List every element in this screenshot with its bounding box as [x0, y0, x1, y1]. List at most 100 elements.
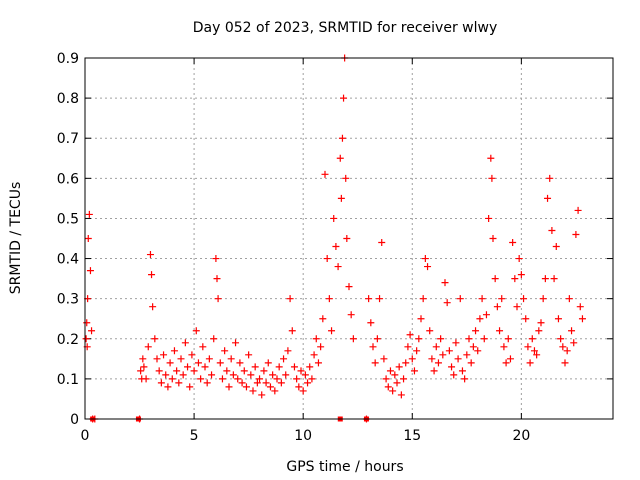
data-point — [395, 363, 403, 371]
data-point — [550, 275, 558, 283]
data-point — [304, 379, 312, 387]
data-point — [264, 359, 272, 367]
data-point — [290, 363, 298, 371]
data-point — [563, 347, 571, 355]
data-point — [297, 367, 305, 375]
data-point — [469, 343, 477, 351]
data-point — [461, 375, 469, 383]
data-point — [493, 303, 501, 311]
data-point — [565, 295, 573, 303]
data-point — [86, 267, 94, 275]
data-point — [153, 355, 161, 363]
data-point — [528, 335, 536, 343]
data-point — [559, 343, 567, 351]
data-point — [84, 235, 92, 242]
data-point — [275, 363, 283, 371]
data-point — [340, 94, 348, 102]
y-tick-label: 0.6 — [57, 171, 79, 187]
data-point — [428, 355, 436, 363]
data-point — [474, 347, 482, 355]
data-point — [349, 335, 357, 343]
y-tick-label: 0.3 — [57, 292, 79, 308]
data-point — [491, 275, 499, 283]
data-point — [137, 367, 145, 375]
data-point — [332, 243, 340, 251]
data-point — [391, 371, 399, 379]
y-tick-label: 0.8 — [57, 91, 79, 107]
data-point — [548, 226, 556, 234]
x-tick-label: 20 — [512, 428, 530, 444]
data-point — [537, 319, 545, 327]
data-point — [450, 371, 458, 379]
data-point — [177, 355, 185, 363]
data-point — [258, 391, 266, 399]
data-point — [216, 359, 224, 367]
data-point — [373, 335, 381, 343]
data-point — [445, 347, 453, 355]
data-point — [140, 363, 148, 371]
y-tick-label: 0.5 — [57, 211, 79, 227]
data-point — [229, 371, 237, 379]
data-point — [520, 295, 528, 303]
data-point — [88, 327, 96, 335]
data-point — [472, 327, 480, 335]
data-point — [164, 383, 172, 391]
data-point — [434, 359, 442, 367]
data-point — [321, 170, 329, 178]
data-point — [83, 319, 91, 327]
data-point — [323, 255, 331, 263]
data-point — [212, 255, 220, 263]
y-tick-label: 0.1 — [57, 372, 79, 388]
data-point — [404, 343, 412, 351]
data-point — [424, 263, 432, 271]
data-point — [223, 367, 231, 375]
data-point — [513, 303, 521, 311]
data-point — [199, 343, 207, 351]
data-point — [500, 343, 508, 351]
data-point — [426, 327, 434, 335]
data-point — [232, 339, 240, 347]
data-point — [488, 174, 496, 182]
data-point — [487, 154, 495, 162]
data-point — [369, 343, 377, 351]
data-point — [430, 367, 438, 375]
data-point — [225, 383, 233, 391]
data-point — [439, 351, 447, 359]
data-point — [413, 347, 421, 355]
data-point — [271, 387, 279, 395]
data-point — [306, 363, 314, 371]
data-point — [85, 210, 93, 218]
data-point — [406, 331, 414, 339]
data-point — [544, 194, 552, 202]
data-point — [402, 359, 410, 367]
data-point — [139, 355, 147, 363]
data-point — [337, 194, 345, 202]
data-point — [561, 359, 569, 367]
data-point — [554, 315, 562, 323]
data-point — [208, 371, 216, 379]
data-point — [400, 375, 408, 383]
data-point — [162, 371, 170, 379]
data-point — [408, 355, 416, 363]
data-point — [148, 271, 156, 279]
data-point — [343, 235, 351, 242]
data-point — [213, 275, 221, 283]
data-point — [539, 295, 547, 303]
data-point — [160, 351, 168, 359]
data-point — [317, 343, 325, 351]
y-tick-label: 0.9 — [57, 51, 79, 67]
data-point — [509, 239, 517, 247]
data-point — [266, 383, 274, 391]
data-point — [319, 315, 327, 323]
data-point — [415, 335, 423, 343]
y-tick-label: 0.2 — [57, 332, 79, 348]
data-point — [502, 359, 510, 367]
data-point — [576, 303, 584, 311]
data-point — [245, 351, 253, 359]
data-point — [506, 355, 514, 363]
data-point — [572, 230, 580, 238]
data-point — [277, 379, 285, 387]
data-point — [242, 383, 250, 391]
data-point — [234, 375, 242, 383]
